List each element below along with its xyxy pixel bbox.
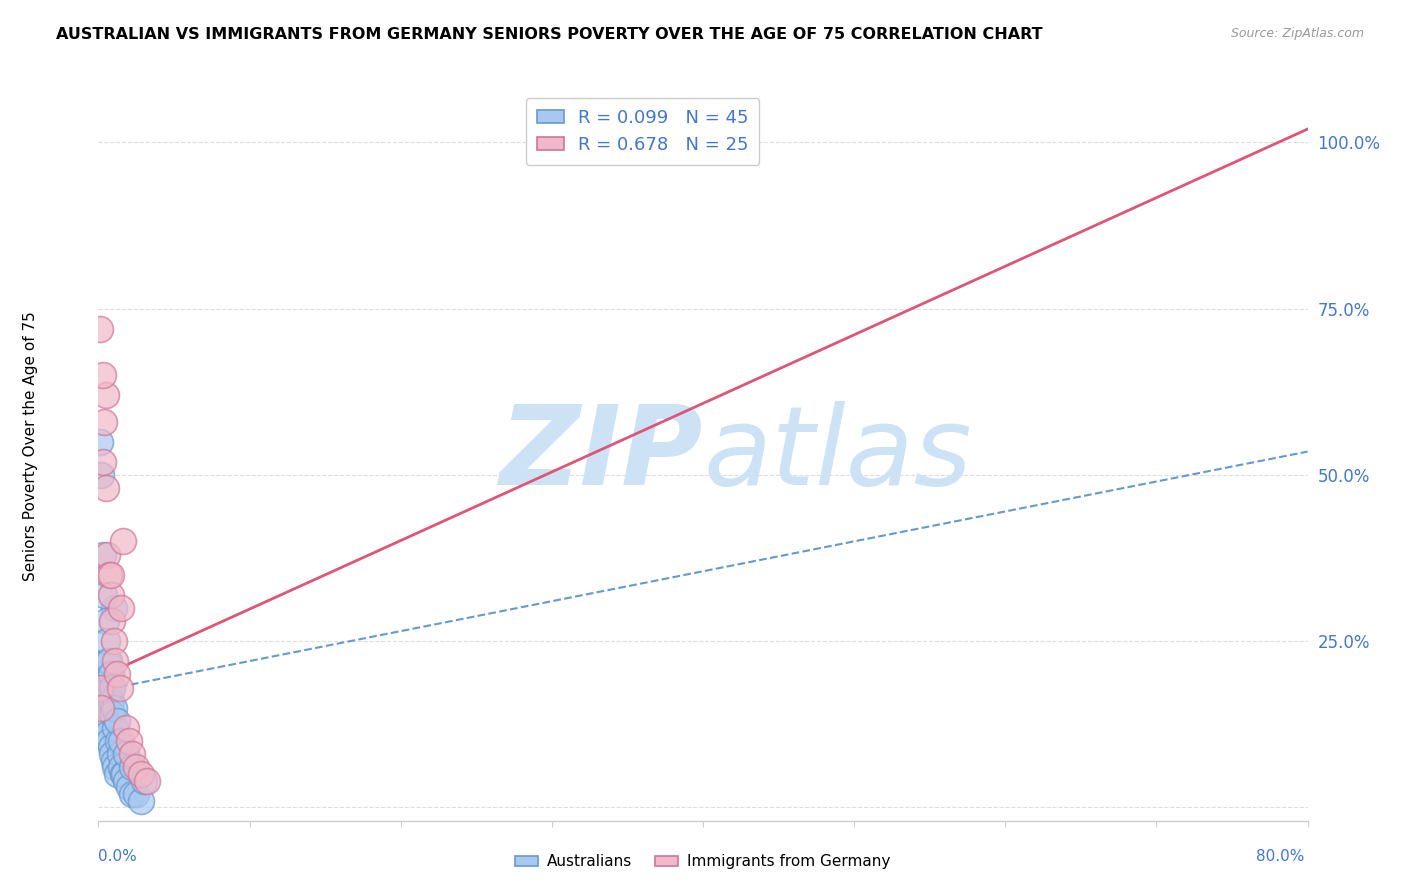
Point bbox=[101, 707, 124, 722]
Point bbox=[103, 634, 125, 648]
Point bbox=[121, 760, 143, 774]
Point bbox=[93, 714, 115, 728]
Point bbox=[93, 588, 115, 602]
Point bbox=[103, 600, 125, 615]
Point bbox=[91, 454, 114, 468]
Legend: Australians, Immigrants from Germany: Australians, Immigrants from Germany bbox=[509, 848, 897, 875]
Point bbox=[93, 415, 115, 429]
Point bbox=[98, 654, 121, 668]
Point bbox=[114, 773, 136, 788]
Point bbox=[118, 734, 141, 748]
Point bbox=[135, 773, 157, 788]
Point bbox=[110, 600, 132, 615]
Point bbox=[98, 567, 121, 582]
Point bbox=[110, 760, 132, 774]
Point bbox=[98, 681, 121, 695]
Point bbox=[100, 694, 122, 708]
Point bbox=[94, 721, 117, 735]
Point bbox=[108, 747, 131, 761]
Legend: R = 0.099   N = 45, R = 0.678   N = 25: R = 0.099 N = 45, R = 0.678 N = 25 bbox=[526, 98, 759, 165]
Point bbox=[89, 681, 111, 695]
Point bbox=[111, 767, 134, 781]
Point bbox=[90, 467, 112, 482]
Point bbox=[114, 721, 136, 735]
Point bbox=[94, 700, 117, 714]
Point bbox=[89, 434, 111, 449]
Point bbox=[114, 747, 136, 761]
Text: Source: ZipAtlas.com: Source: ZipAtlas.com bbox=[1230, 27, 1364, 40]
Point bbox=[104, 721, 127, 735]
Point bbox=[90, 700, 112, 714]
Point bbox=[89, 681, 111, 695]
Point bbox=[103, 754, 125, 768]
Point bbox=[96, 634, 118, 648]
Text: 80.0%: 80.0% bbox=[1257, 849, 1305, 863]
Point bbox=[129, 794, 152, 808]
Point bbox=[94, 614, 117, 628]
Point bbox=[94, 388, 117, 402]
Point bbox=[96, 727, 118, 741]
Point bbox=[107, 734, 129, 748]
Point bbox=[94, 481, 117, 495]
Point bbox=[129, 767, 152, 781]
Point bbox=[108, 681, 131, 695]
Point bbox=[101, 747, 124, 761]
Point bbox=[98, 734, 121, 748]
Point bbox=[105, 667, 128, 681]
Text: 0.0%: 0.0% bbox=[98, 849, 138, 863]
Point bbox=[89, 321, 111, 335]
Point bbox=[91, 707, 114, 722]
Point bbox=[91, 667, 114, 681]
Point bbox=[121, 747, 143, 761]
Point bbox=[104, 654, 127, 668]
Point bbox=[91, 368, 114, 383]
Point bbox=[100, 567, 122, 582]
Point bbox=[91, 548, 114, 562]
Point bbox=[104, 760, 127, 774]
Point bbox=[105, 767, 128, 781]
Point bbox=[118, 780, 141, 795]
Text: ZIP: ZIP bbox=[499, 401, 703, 508]
Point bbox=[100, 740, 122, 755]
Point bbox=[101, 681, 124, 695]
Point bbox=[101, 614, 124, 628]
Point bbox=[132, 773, 155, 788]
Point bbox=[125, 787, 148, 801]
Point bbox=[111, 534, 134, 549]
Point bbox=[121, 787, 143, 801]
Point bbox=[100, 667, 122, 681]
Text: Seniors Poverty Over the Age of 75: Seniors Poverty Over the Age of 75 bbox=[24, 311, 38, 581]
Point bbox=[90, 694, 112, 708]
Point bbox=[112, 767, 135, 781]
Point bbox=[125, 760, 148, 774]
Point bbox=[105, 714, 128, 728]
Point bbox=[103, 700, 125, 714]
Point bbox=[96, 654, 118, 668]
Text: AUSTRALIAN VS IMMIGRANTS FROM GERMANY SENIORS POVERTY OVER THE AGE OF 75 CORRELA: AUSTRALIAN VS IMMIGRANTS FROM GERMANY SE… bbox=[56, 27, 1043, 42]
Point bbox=[110, 734, 132, 748]
Text: atlas: atlas bbox=[703, 401, 972, 508]
Point bbox=[100, 588, 122, 602]
Point bbox=[96, 548, 118, 562]
